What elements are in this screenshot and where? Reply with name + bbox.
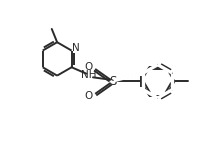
Text: NH: NH [81, 70, 97, 80]
Text: O: O [84, 91, 92, 101]
Text: S: S [109, 75, 117, 88]
Text: N: N [72, 43, 79, 53]
Text: O: O [84, 62, 92, 72]
